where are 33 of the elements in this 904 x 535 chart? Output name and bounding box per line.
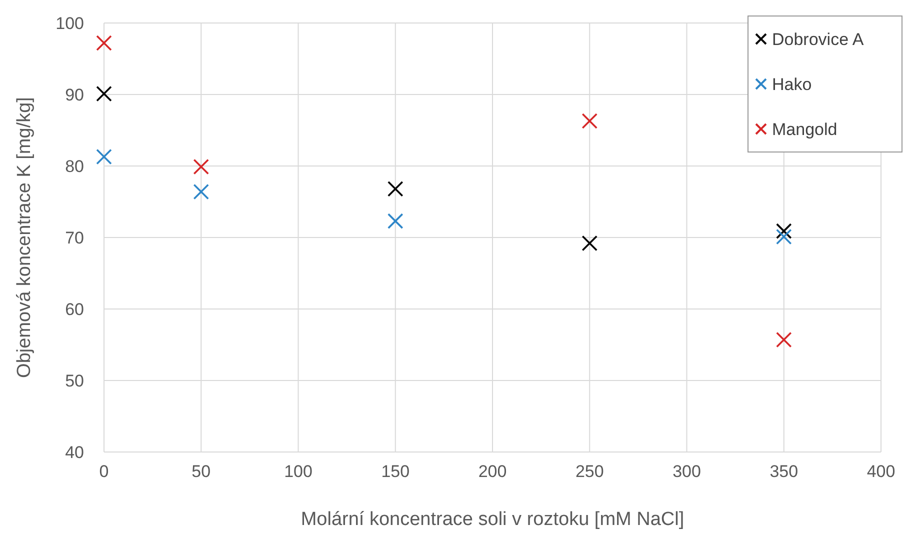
point: [96, 86, 112, 102]
point: [193, 158, 210, 175]
y-axis-title: Objemová koncentrace K [mg/kg]: [14, 97, 35, 378]
point: [582, 113, 598, 129]
legend-label: Mangold: [772, 120, 838, 139]
y-tick-label: 70: [65, 228, 84, 248]
y-tick-label: 90: [65, 86, 84, 104]
x-tick-label: 150: [381, 462, 410, 481]
point: [96, 148, 112, 165]
point: [193, 184, 210, 200]
x-tick-label: 100: [284, 462, 312, 481]
point: [387, 213, 404, 229]
y-tick-label: 40: [65, 443, 84, 462]
y-tick-label: 100: [56, 14, 84, 33]
x-tick-label: 0: [99, 462, 109, 481]
x-tick-label: 250: [575, 462, 604, 481]
x-tick-label: 200: [478, 462, 507, 481]
point: [582, 235, 598, 252]
point: [776, 228, 792, 245]
point: [96, 35, 112, 51]
y-tick-label: 60: [65, 300, 84, 319]
x-tick-label: 350: [770, 462, 798, 481]
point: [776, 223, 792, 239]
x-tick-label: 300: [672, 462, 701, 481]
point: [387, 180, 404, 197]
y-tick-label: 50: [65, 372, 84, 390]
legend-label: Dobrovice A: [772, 30, 864, 49]
y-tick-label: 80: [65, 157, 84, 176]
x-axis-title: Molární koncentrace soli v roztoku [mM NaCl]: [300, 509, 684, 530]
x-tick-label: 400: [866, 462, 896, 481]
legend-label: Hako: [772, 75, 812, 94]
point: [776, 332, 792, 348]
x-tick-label: 50: [192, 462, 211, 481]
